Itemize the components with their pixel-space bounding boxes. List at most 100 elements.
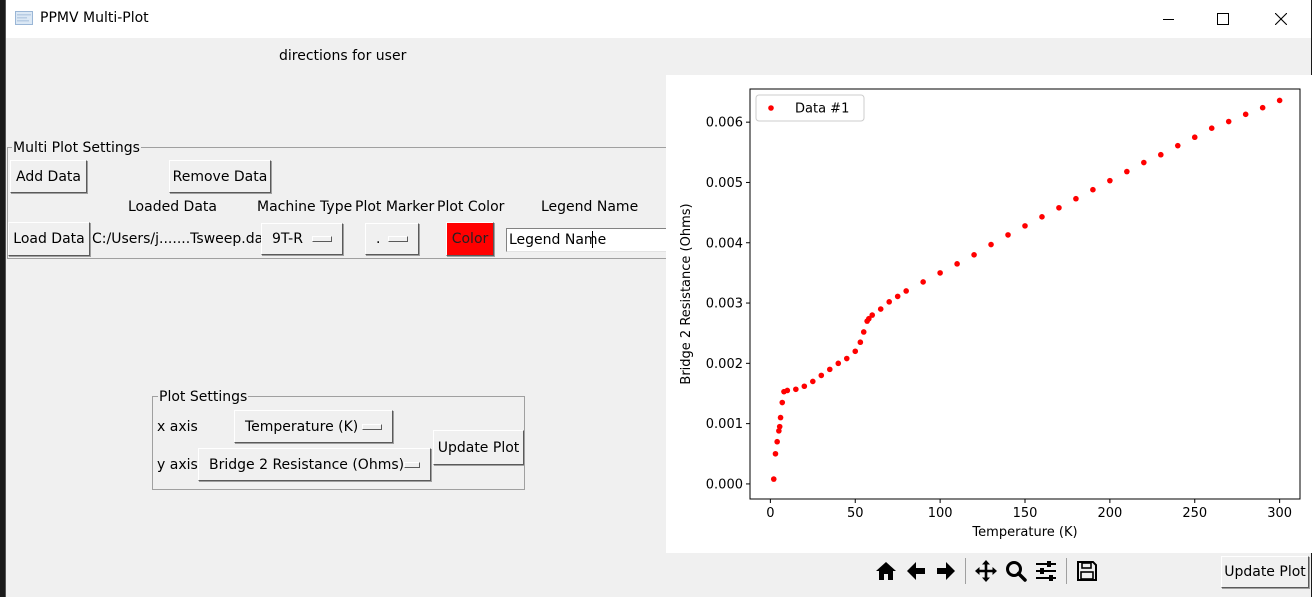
machine-type-value: 9T-R <box>272 231 303 247</box>
x-tick-label: 100 <box>928 506 953 521</box>
data-point <box>801 383 808 390</box>
data-point <box>877 306 884 312</box>
zoom-button[interactable] <box>1002 556 1030 586</box>
data-point <box>826 366 833 373</box>
minimize-button[interactable] <box>1140 0 1198 38</box>
update-plot-button[interactable]: Update Plot <box>1221 556 1309 588</box>
home-button[interactable] <box>872 556 900 586</box>
data-point <box>954 261 960 267</box>
toolbar-separator <box>1066 558 1067 584</box>
x-tick-label: 0 <box>766 506 774 521</box>
data-point <box>818 372 825 379</box>
legend-entry: Data #1 <box>795 102 849 117</box>
pan-button[interactable] <box>972 556 1000 586</box>
load-data-button[interactable]: Load Data <box>8 222 90 256</box>
y-tick-label: 0.001 <box>706 417 743 432</box>
data-point <box>1259 104 1266 111</box>
x-tick-label: 300 <box>1267 506 1292 521</box>
y-tick-label: 0.002 <box>706 357 743 372</box>
data-point <box>937 270 943 276</box>
plot-settings-group <box>152 396 525 490</box>
maximize-button[interactable] <box>1194 0 1252 38</box>
title-bar: PPMV Multi-Plot <box>6 0 1311 38</box>
data-point <box>1141 159 1147 166</box>
x-axis-label: x axis <box>157 419 198 435</box>
dropdown-indicator-icon <box>312 236 332 242</box>
data-point <box>1022 223 1028 229</box>
data-point <box>843 355 850 362</box>
close-button[interactable] <box>1252 0 1310 38</box>
remove-data-button[interactable]: Remove Data <box>169 160 271 193</box>
toolbar-separator <box>965 558 966 584</box>
data-point <box>903 288 909 294</box>
data-point <box>772 450 779 457</box>
data-point <box>776 423 783 430</box>
back-button[interactable] <box>902 556 930 586</box>
x-tick-label: 150 <box>1013 506 1038 521</box>
multi-plot-settings-title: Multi Plot Settings <box>12 140 141 156</box>
plot-frame <box>749 88 1301 500</box>
forward-arrow-icon <box>937 562 955 580</box>
home-icon <box>876 562 896 580</box>
y-axis-value: Bridge 2 Resistance (Ohms) <box>209 456 405 473</box>
zoom-icon <box>1006 561 1027 582</box>
data-point <box>1242 111 1249 118</box>
data-point <box>988 241 994 248</box>
x-axis-title: Temperature (K) <box>971 525 1077 540</box>
plot-marker-dropdown[interactable]: . <box>365 223 419 255</box>
data-point <box>1039 214 1045 220</box>
data-point <box>920 279 926 285</box>
data-point <box>869 312 876 318</box>
forward-button[interactable] <box>932 556 960 586</box>
plot-canvas[interactable]: 0 50 100 150 200 250 300 0.000 0.001 0.002 0.003 0.… <box>666 75 1312 553</box>
y-tick-label: 0.005 <box>706 176 743 191</box>
y-axis-label: y axis <box>157 457 198 473</box>
data-point <box>894 293 901 300</box>
data-point <box>866 315 872 322</box>
legend-name-input[interactable]: Legend Name <box>506 228 670 252</box>
configure-subplots-button[interactable] <box>1032 556 1060 586</box>
y-tick-label: 0.004 <box>706 236 743 251</box>
save-button[interactable] <box>1073 556 1101 586</box>
pan-icon <box>975 560 997 582</box>
machine-type-dropdown[interactable]: 9T-R <box>261 223 343 255</box>
plot-color-button[interactable]: Color <box>446 222 494 256</box>
app-icon <box>15 11 33 25</box>
x-axis-dropdown[interactable]: Temperature (K) <box>234 410 393 443</box>
data-point <box>793 386 799 393</box>
machine-type-header: Machine Type <box>257 199 353 215</box>
data-point <box>835 360 842 367</box>
y-axis-dropdown[interactable]: Bridge 2 Resistance (Ohms) <box>198 448 431 481</box>
dropdown-indicator-icon <box>362 423 382 430</box>
plot-settings-title: Plot Settings <box>158 389 249 405</box>
update-plot-settings-button[interactable]: Update Plot <box>433 430 524 465</box>
x-tick-label: 50 <box>847 506 864 521</box>
dropdown-indicator-icon <box>388 236 408 242</box>
y-tick-label: 0.006 <box>706 116 743 131</box>
back-arrow-icon <box>907 562 925 580</box>
legend-name-header: Legend Name <box>541 199 639 215</box>
data-point <box>1090 186 1096 193</box>
text-cursor <box>592 231 593 248</box>
data-point <box>1158 151 1164 158</box>
close-icon <box>1275 13 1287 25</box>
plot-color-header: Plot Color <box>437 199 505 215</box>
data-point <box>1124 168 1130 175</box>
dropdown-indicator-icon <box>404 461 420 468</box>
loaded-data-header: Loaded Data <box>128 199 217 215</box>
x-tick-label: 200 <box>1097 506 1122 521</box>
data-point <box>1073 195 1079 202</box>
add-data-button[interactable]: Add Data <box>10 160 87 193</box>
y-tick-label: 0.000 <box>706 477 743 492</box>
save-icon <box>1077 561 1097 581</box>
data-point <box>810 378 816 385</box>
plot-marker-header: Plot Marker <box>355 199 435 215</box>
y-axis-title: Bridge 2 Resistance (Ohms) <box>679 203 694 384</box>
x-axis-value: Temperature (K) <box>245 418 359 435</box>
data-point <box>770 476 777 482</box>
data-point <box>776 428 782 434</box>
configure-subplots-icon <box>1036 561 1056 581</box>
window-title: PPMV Multi-Plot <box>40 10 149 26</box>
data-point <box>1208 125 1215 131</box>
data-point <box>1225 118 1232 125</box>
